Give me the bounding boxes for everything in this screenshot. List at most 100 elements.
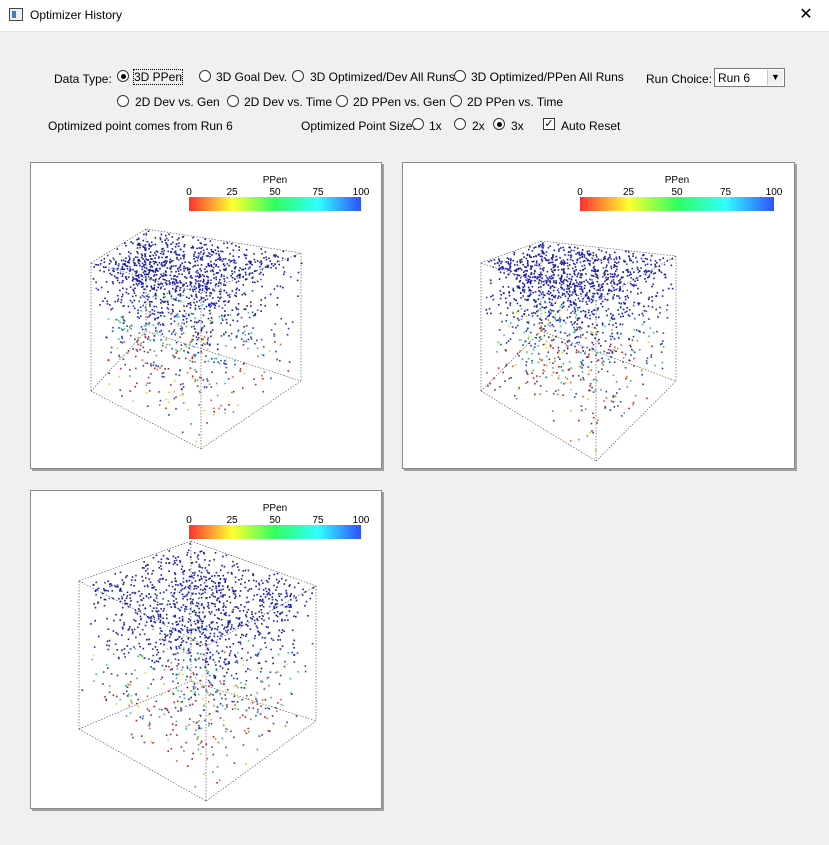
chevron-down-icon[interactable]: ▼ [767, 70, 783, 85]
scatter-point [225, 730, 227, 733]
scatter-point [107, 291, 109, 293]
scatter-point [616, 333, 619, 336]
scatter-point [223, 300, 225, 303]
scatter-point [185, 321, 188, 323]
scatter-point [127, 305, 130, 308]
radio-2d-ppen-gen-label[interactable]: 2D PPen vs. Gen [353, 95, 446, 109]
radio-3d-ppen-label[interactable]: 3D PPen [132, 69, 184, 85]
scatter-point [217, 597, 220, 599]
radio-3d-optimized-dev-label[interactable]: 3D Optimized/Dev All Runs [310, 70, 455, 84]
scatter-point [523, 291, 526, 293]
scatter-point [155, 610, 157, 612]
scatter-point [126, 686, 129, 688]
radio-3d-ppen[interactable] [117, 70, 129, 82]
scatter-point [206, 286, 208, 288]
scatter-point [197, 643, 199, 645]
plot-panel-2[interactable]: PPen 0 25 50 75 100 [402, 162, 795, 469]
scatter-point [198, 247, 201, 249]
scatter-point [216, 617, 219, 619]
scatter-point [527, 278, 530, 281]
scatter-point [614, 270, 617, 272]
scatter-point [139, 653, 142, 656]
radio-2d-ppen-time[interactable] [450, 95, 462, 107]
run-choice-select[interactable]: Run 6 ▼ [714, 68, 785, 87]
scatter-point [239, 641, 241, 643]
colorbar-title: PPen [263, 175, 287, 186]
auto-reset-checkbox[interactable]: ✓ [543, 118, 555, 130]
auto-reset-label[interactable]: Auto Reset [561, 119, 621, 133]
scatter-point [94, 606, 97, 609]
scatter-point [155, 329, 157, 332]
scatter-point [589, 283, 592, 285]
plot-panel-1[interactable]: PPen 0 25 50 75 100 [30, 162, 382, 469]
scatter-point [157, 561, 160, 563]
radio-3d-goal-dev-label[interactable]: 3D Goal Dev. [216, 70, 288, 84]
scatter-point [167, 250, 169, 253]
radio-2d-dev-gen[interactable] [117, 95, 129, 107]
scatter-point [625, 377, 627, 380]
scatter-point [534, 264, 536, 266]
radio-2d-dev-time[interactable] [227, 95, 239, 107]
scatter-point [121, 329, 124, 331]
scatter-point [235, 245, 237, 247]
scatter-point [276, 297, 279, 299]
scatter-point [266, 717, 268, 720]
scatter-point [133, 262, 135, 264]
close-button[interactable]: ✕ [799, 6, 813, 23]
scatter-point [221, 704, 224, 707]
scatter-point [146, 295, 149, 298]
scatter-point [576, 285, 579, 288]
scatter-point [214, 249, 217, 251]
scatter-point [146, 563, 149, 566]
scatter-point [197, 620, 200, 622]
scatter-point [209, 343, 211, 346]
scatter-point [573, 270, 576, 273]
scatter-point [613, 258, 615, 261]
scatter-point [224, 412, 226, 414]
scatter-point [174, 653, 177, 655]
radio-2d-ppen-gen[interactable] [336, 95, 348, 107]
scatter-point [199, 391, 201, 394]
radio-2d-ppen-time-label[interactable]: 2D PPen vs. Time [467, 95, 564, 109]
scatter-point [161, 344, 164, 347]
scatter-point [214, 605, 216, 608]
radio-3d-optimized-dev[interactable] [292, 70, 304, 82]
radio-3d-goal-dev[interactable] [199, 70, 211, 82]
radio-size-1x[interactable] [412, 118, 424, 130]
scatter-point [122, 263, 124, 265]
radio-2d-dev-gen-label[interactable]: 2D Dev vs. Gen [135, 95, 220, 109]
radio-2d-dev-time-label[interactable]: 2D Dev vs. Time [244, 95, 333, 109]
scatter-point [203, 275, 205, 277]
radio-3d-optimized-ppen-label[interactable]: 3D Optimized/PPen All Runs [471, 70, 624, 84]
scatter-point [209, 292, 212, 294]
radio-size-3x-label[interactable]: 3x [511, 119, 524, 133]
scatter-point [557, 269, 560, 271]
scatter-point [551, 270, 553, 273]
scatter-point [198, 434, 200, 436]
scatter-point [587, 253, 590, 256]
scatter-point [243, 292, 246, 294]
radio-size-2x[interactable] [454, 118, 466, 130]
scatter-point [241, 338, 243, 340]
scatter-point [202, 300, 205, 303]
scatter-point [615, 326, 618, 328]
radio-size-1x-label[interactable]: 1x [429, 119, 442, 133]
plot-panel-3[interactable]: PPen 0 25 50 75 100 [30, 490, 382, 809]
radio-size-3x[interactable] [493, 118, 505, 130]
scatter-point [639, 348, 641, 351]
radio-size-2x-label[interactable]: 2x [472, 119, 485, 133]
scatter-point [533, 346, 536, 348]
radio-3d-optimized-ppen[interactable] [454, 70, 466, 82]
scatter-point [260, 579, 263, 582]
scatter-point [175, 639, 178, 641]
scatter-point [203, 653, 205, 656]
scatter-point [227, 294, 229, 297]
scatter-point [194, 571, 196, 574]
scatter-point [128, 255, 130, 257]
scatter-point [215, 587, 217, 590]
scatter-point [539, 375, 541, 378]
scatter-point [649, 259, 652, 262]
